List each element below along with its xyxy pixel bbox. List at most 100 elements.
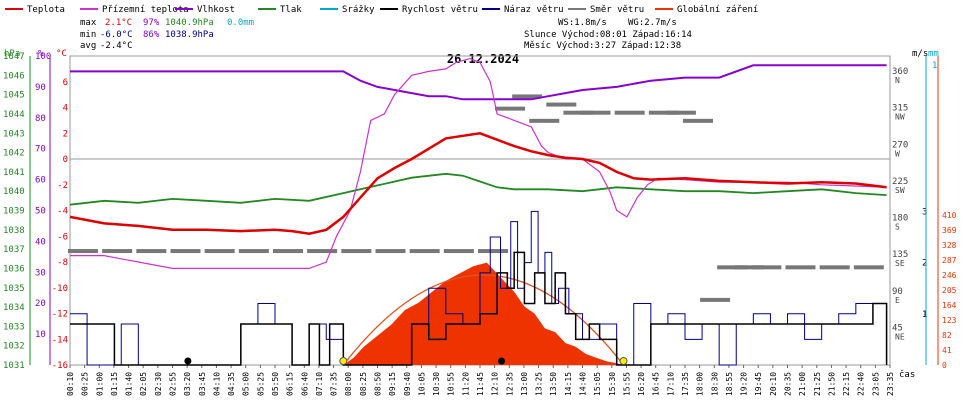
axis-unit-label: % (38, 49, 44, 59)
x-tick-label: 06:15 (286, 372, 295, 396)
x-tick-label: 09:40 (403, 372, 412, 396)
legend-label: Náraz větru (504, 5, 564, 15)
tick-label-winddir-name: NW (895, 113, 905, 122)
x-tick-label: 14:40 (579, 372, 588, 396)
x-tick-label: 19:45 (754, 372, 763, 396)
x-tick-label: 00:25 (81, 372, 90, 396)
x-tick-label: 14:15 (564, 372, 573, 396)
tick-label-pressure: 1036 (3, 264, 25, 274)
series-winddir-mark (529, 118, 560, 123)
tick-label-temperature: -10 (52, 284, 68, 294)
tick-label-windspeed: 2 (922, 259, 927, 269)
x-tick-label: 21:50 (827, 372, 836, 396)
chart-title: 26.12.2024 (447, 52, 519, 66)
series-winddir-mark (204, 249, 235, 254)
tick-label-pressure: 1031 (3, 361, 25, 371)
tick-label-pressure: 1034 (3, 303, 25, 313)
tick-label-winddir-name: N (895, 76, 900, 85)
series-winddir-mark (648, 110, 679, 115)
x-tick-label: 23:35 (886, 372, 895, 396)
tick-label-radiation: 246 (942, 271, 957, 280)
series-radiation-theoretical (342, 274, 625, 366)
series-pressure-line (69, 172, 887, 206)
x-tick-label: 09:15 (388, 372, 397, 396)
tick-label-humidity: 10 (35, 330, 46, 340)
series-winddir-mark (785, 265, 816, 270)
axis-unit-label: m/s (912, 49, 928, 59)
x-tick-label: 07:35 (330, 372, 339, 396)
stat-avg-label: avg (80, 41, 96, 51)
tick-label-temperature: -14 (52, 335, 68, 345)
x-tick-label: 11:20 (461, 372, 470, 396)
x-tick-label: 00:10 (66, 372, 75, 396)
x-tick-label: 04:10 (212, 372, 221, 396)
stat-max-hum: 97% (143, 18, 160, 28)
tick-label-winddir-name: SE (895, 259, 905, 268)
tick-label-winddir: 135 (892, 250, 908, 260)
tick-label-temperature: 4 (63, 104, 68, 114)
wind-ws: WS:1.8m/s (558, 18, 607, 28)
tick-label-pressure: 1043 (3, 129, 25, 139)
x-tick-label: 01:40 (125, 372, 134, 396)
x-tick-label: 02:30 (154, 372, 163, 396)
tick-label-radiation: 164 (942, 301, 957, 310)
tick-label-winddir: 270 (892, 140, 908, 150)
moon-info: Měsíc Východ:3:27 Západ:12:38 (524, 41, 681, 51)
tick-label-windspeed: 3 (922, 207, 927, 217)
series-windspeed-line (70, 251, 888, 366)
tick-label-winddir: 180 (892, 214, 908, 224)
series-winddir-mark (665, 110, 696, 115)
axis-unit-label: °C (56, 49, 67, 59)
tick-label-temperature: -16 (52, 361, 68, 371)
tick-label-temperature: -12 (52, 310, 68, 320)
tick-label-pressure: 1035 (3, 284, 25, 294)
wind-wg: WG:2.7m/s (628, 18, 677, 28)
series-winddir-mark (512, 94, 543, 99)
tick-label-humidity: 30 (35, 268, 46, 278)
tick-label-winddir-name: S (895, 223, 900, 232)
series-winddir-mark (683, 118, 713, 123)
stats-block: max 2.1°C 97% 1040.9hPa 0.0mm min -6.0°C… (80, 18, 692, 51)
tick-label-radiation: 41 (942, 346, 952, 355)
series-ground-temp-line (70, 57, 887, 269)
tick-label-winddir: 225 (892, 177, 908, 187)
x-tick-label: 02:05 (139, 372, 148, 396)
tick-label-humidity: 40 (35, 237, 46, 247)
tick-label-winddir: 45 (892, 323, 903, 333)
series-winddir-mark (717, 265, 748, 270)
series-winddir-mark (819, 265, 850, 270)
legend-label: Teplota (27, 5, 65, 15)
stat-max-temp: 2.1°C (105, 18, 132, 28)
series-winddir-mark (136, 249, 167, 254)
series-temp-line (69, 132, 887, 235)
tick-label-pressure: 1047 (3, 52, 25, 62)
tick-label-radiation: 287 (942, 256, 957, 265)
tick-label-humidity: 90 (35, 83, 46, 93)
series-winddir-mark (853, 265, 884, 270)
tick-label-winddir: 360 (892, 67, 908, 77)
series-winddir-mark (68, 249, 98, 254)
x-tick-label: 18:00 (696, 372, 705, 396)
sun-info: Slunce Východ:08:01 Západ:16:14 (524, 30, 692, 40)
tick-label-radiation: 328 (942, 241, 957, 250)
tick-label-pressure: 1033 (3, 322, 25, 332)
tick-label-pressure: 1041 (3, 168, 25, 178)
x-tick-label: 22:40 (857, 372, 866, 396)
tick-label-radiation: 205 (942, 286, 957, 295)
x-tick-label: 05:50 (271, 372, 280, 396)
tick-label-humidity: 100 (35, 52, 51, 62)
tick-label-humidity: 50 (35, 207, 46, 217)
x-tick-label: 22:15 (842, 372, 851, 396)
tick-label-radiation: 410 (942, 211, 957, 220)
legend: Teplota Přízemní teplota Vlhkost Tlak Srážky… (5, 5, 758, 15)
tick-label-temperature: -6 (57, 232, 68, 242)
series-winddir-mark (734, 265, 765, 270)
series-winddir-mark (273, 249, 303, 254)
x-tick-label: 16:45 (652, 372, 661, 396)
series-winddir-mark (409, 249, 440, 254)
x-tick-label: 13:25 (535, 372, 544, 396)
series-winddir-mark (170, 249, 201, 254)
series-winddir-mark (580, 110, 611, 115)
tick-label-winddir: 315 (892, 104, 908, 114)
stat-min-temp: -6.0°C (100, 30, 133, 40)
